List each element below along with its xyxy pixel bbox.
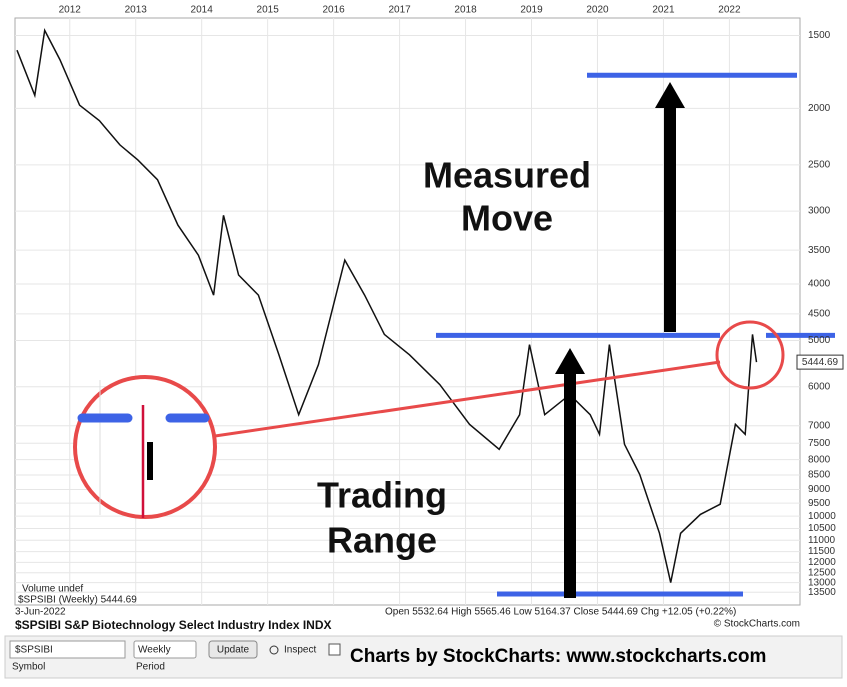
inspect-icon (269, 645, 279, 655)
x-tick-label: 2014 (191, 5, 214, 16)
x-tick-label: 2017 (388, 5, 411, 16)
copyright: © StockCharts.com (714, 619, 800, 630)
ohlc-text: Open 5532.64 High 5565.46 Low 5164.37 Cl… (385, 607, 736, 618)
y-tick-label: 13000 (808, 577, 836, 588)
y-tick-label: 2500 (808, 160, 831, 171)
y-tick-label: 10500 (808, 523, 836, 534)
y-tick-label: 9000 (808, 484, 831, 495)
y-tick-label: 13500 (808, 587, 836, 598)
annotation: Trading (317, 475, 447, 516)
update-button[interactable] (208, 640, 258, 659)
x-tick-label: 2012 (59, 5, 82, 16)
y-tick-label: 3000 (808, 206, 831, 217)
zoom-inset (73, 375, 217, 519)
annotation: Range (327, 520, 437, 561)
x-tick-label: 2019 (520, 5, 543, 16)
annotation: Move (461, 198, 553, 239)
y-tick-label: 3500 (808, 245, 831, 256)
arrow-up (655, 82, 685, 332)
symbol-label: Symbol (12, 662, 45, 673)
period-select[interactable] (133, 640, 197, 659)
y-tick-label: 12500 (808, 567, 836, 578)
credit: Charts by StockCharts: www.stockcharts.c… (350, 646, 766, 667)
arrow-up (555, 348, 585, 598)
x-tick-label: 2013 (125, 5, 148, 16)
y-tick-label: 7500 (808, 438, 831, 449)
period-value: Weekly (138, 645, 171, 656)
price-label-box (796, 354, 844, 370)
y-tick-label: 4000 (808, 279, 831, 290)
y-tick-label: 7000 (808, 420, 831, 431)
price-label: 5444.69 (802, 357, 839, 368)
date-text: 3-Jun-2022 (15, 607, 66, 618)
trend-line (214, 360, 721, 438)
x-tick-label: 2021 (652, 5, 675, 16)
update-label: Update (217, 645, 250, 656)
y-tick-label: 4500 (808, 308, 831, 319)
y-tick-label: 12000 (808, 557, 836, 568)
y-tick-label: 10000 (808, 511, 836, 522)
volume-text: Volume undef (22, 584, 83, 595)
inset-bar (147, 442, 153, 480)
legend-text: $SPSIBI (Weekly) 5444.69 (18, 595, 137, 606)
y-tick-label: 1500 (808, 30, 831, 41)
y-tick-label: 9500 (808, 498, 831, 509)
period-label: Period (136, 662, 165, 673)
x-tick-label: 2016 (322, 5, 345, 16)
y-tick-label: 8000 (808, 454, 831, 465)
inspect-label: Inspect (284, 645, 316, 656)
y-tick-label: 11500 (808, 546, 836, 557)
x-tick-label: 2015 (257, 5, 280, 16)
x-tick-label: 2018 (454, 5, 477, 16)
price-line (16, 28, 758, 583)
symbol-input[interactable] (9, 640, 126, 659)
x-tick-label: 2022 (718, 5, 741, 16)
y-tick-label: 11000 (808, 535, 836, 546)
highlight-circle (715, 320, 785, 390)
y-tick-label: 2000 (808, 103, 831, 114)
annotation: Measured (423, 155, 591, 196)
symbol-value: $SPSIBI (15, 645, 53, 656)
chart-title: $SPSIBI S&P Biotechnology Select Industr… (15, 618, 332, 632)
y-tick-label: 8500 (808, 470, 831, 481)
y-tick-label: 6000 (808, 381, 831, 392)
x-tick-label: 2020 (586, 5, 609, 16)
zoom-circle (73, 375, 217, 519)
y-tick-label: 5000 (808, 335, 831, 346)
inspect-checkbox[interactable] (328, 643, 341, 656)
